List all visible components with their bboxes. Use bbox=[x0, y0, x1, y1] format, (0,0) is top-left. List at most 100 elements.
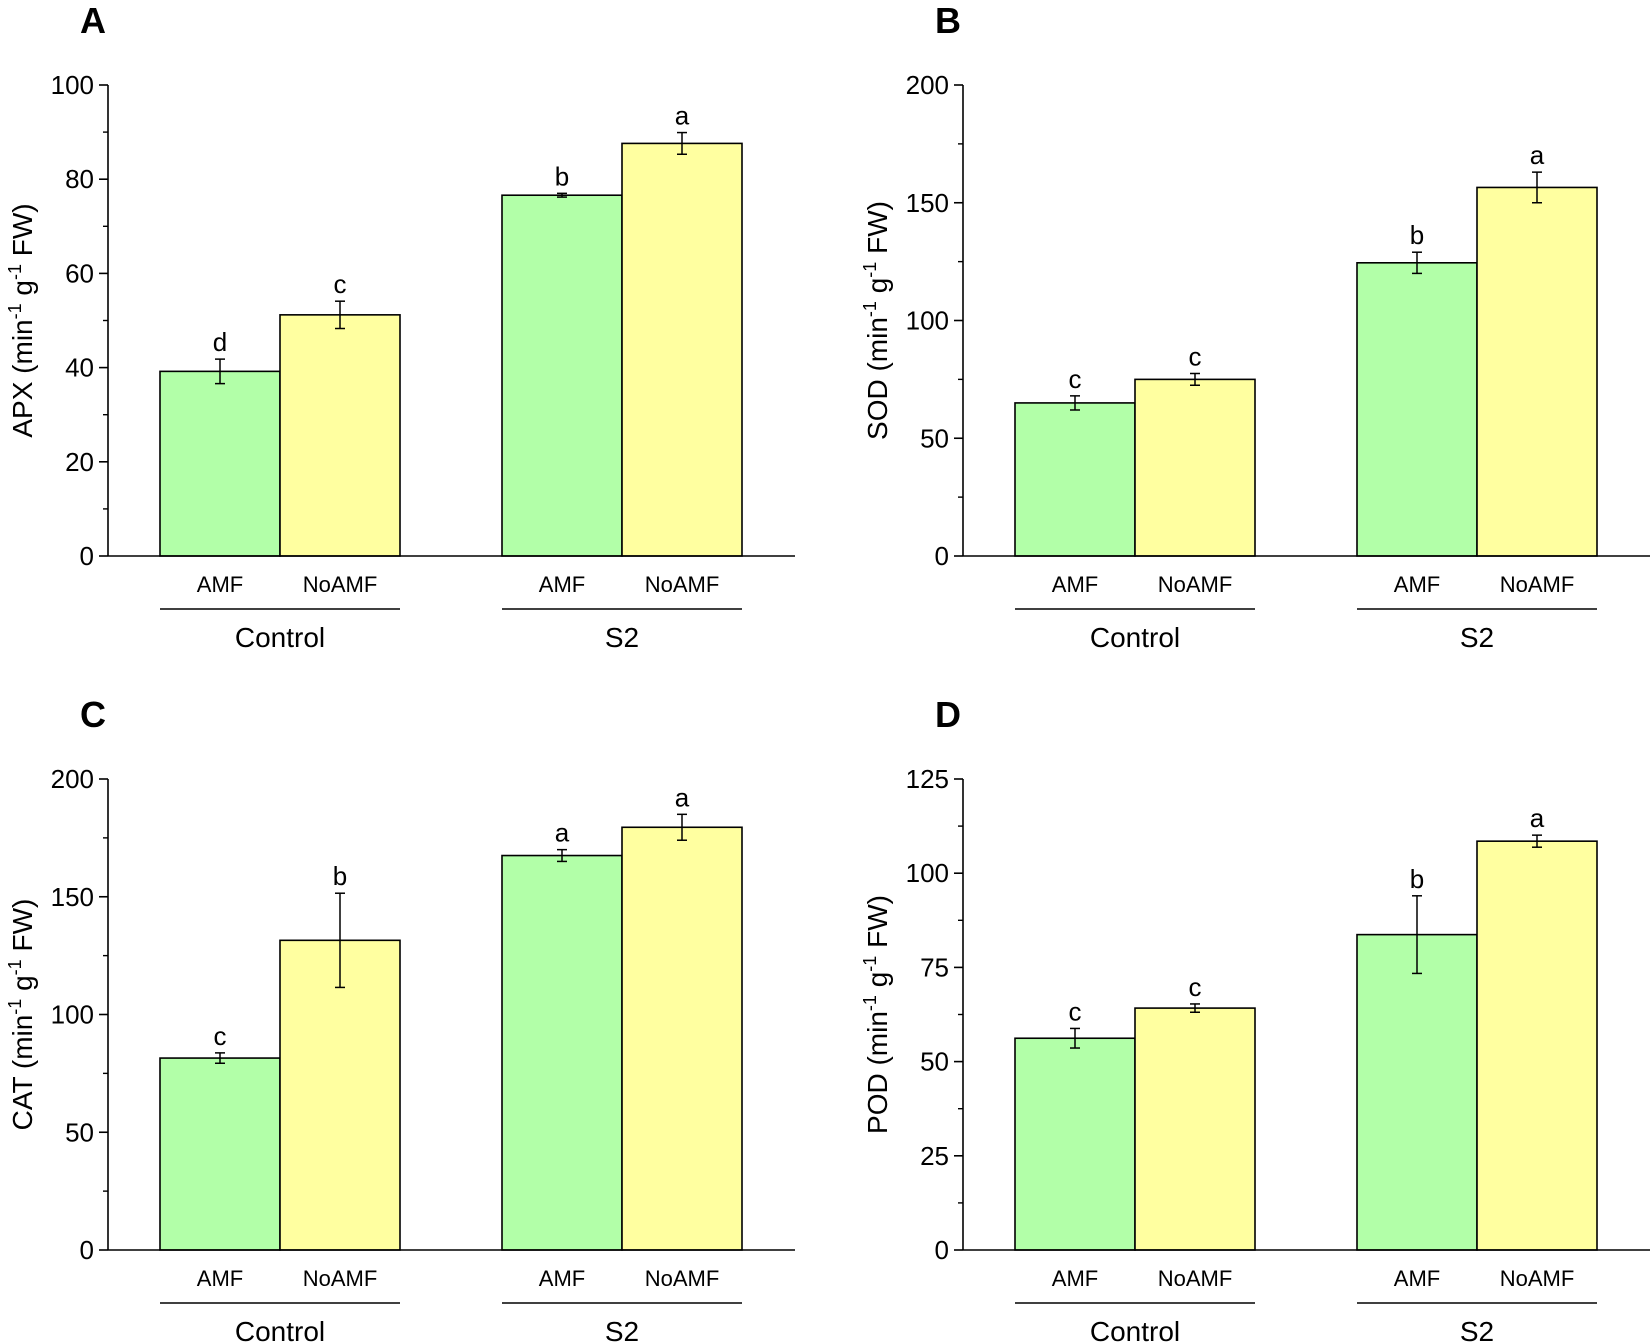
bar-amf-s2 bbox=[501, 854, 623, 1251]
category-label: AMF bbox=[1394, 1266, 1440, 1291]
significance-letter: b bbox=[333, 861, 347, 891]
significance-letter: a bbox=[1530, 140, 1545, 170]
panel-c: Cc a b a 0 50 100 150 200 CAT (min-1 g-1 FW) AMF No… bbox=[5, 694, 795, 1344]
y-tick-label: 50 bbox=[65, 1117, 94, 1147]
panel-d: Dc b c a 0 25 50 75 100 125 POD (min-1 g-1 FW) AMF N… bbox=[860, 694, 1650, 1344]
y-tick-label: 75 bbox=[920, 952, 949, 982]
error-bar bbox=[215, 1052, 225, 1064]
category-label: NoAMF bbox=[1500, 572, 1575, 597]
y-tick-label: 0 bbox=[935, 1235, 949, 1265]
group-label: S2 bbox=[1460, 1316, 1494, 1344]
category-label: NoAMF bbox=[1158, 1266, 1233, 1291]
panel-letter: D bbox=[935, 694, 961, 735]
significance-letter: c bbox=[1189, 972, 1202, 1002]
panel-letter: A bbox=[80, 0, 106, 41]
bar-amf-control bbox=[159, 1057, 281, 1251]
y-tick-label: 25 bbox=[920, 1141, 949, 1171]
group-label: S2 bbox=[1460, 622, 1494, 653]
category-label: AMF bbox=[197, 1266, 243, 1291]
significance-letter: d bbox=[213, 327, 227, 357]
category-label: AMF bbox=[1052, 572, 1098, 597]
group-label: Control bbox=[235, 622, 325, 653]
significance-letter: b bbox=[1410, 864, 1424, 894]
group-label: Control bbox=[1090, 622, 1180, 653]
bar-noamf-control bbox=[1134, 1007, 1256, 1251]
y-tick-label: 0 bbox=[80, 541, 94, 571]
y-axis-label: CAT (min-1 g-1 FW) bbox=[5, 899, 38, 1131]
y-tick-label: 150 bbox=[906, 188, 949, 218]
category-label: AMF bbox=[539, 1266, 585, 1291]
error-bar bbox=[1412, 895, 1422, 975]
category-label: NoAMF bbox=[303, 1266, 378, 1291]
bar-noamf-s2 bbox=[621, 142, 743, 557]
y-tick-label: 80 bbox=[65, 164, 94, 194]
error-bar bbox=[215, 358, 225, 385]
significance-letter: a bbox=[675, 101, 690, 131]
error-bar bbox=[1070, 1027, 1080, 1049]
y-tick-label: 150 bbox=[51, 882, 94, 912]
error-bar bbox=[1190, 1003, 1200, 1013]
bar-noamf-s2 bbox=[621, 826, 743, 1251]
significance-letter: b bbox=[555, 161, 569, 191]
bar-noamf-control bbox=[279, 314, 401, 557]
error-bar bbox=[335, 892, 345, 989]
y-tick-label: 20 bbox=[65, 447, 94, 477]
category-label: NoAMF bbox=[1158, 572, 1233, 597]
group-label: S2 bbox=[605, 622, 639, 653]
bar-amf-s2 bbox=[501, 194, 623, 557]
category-label: NoAMF bbox=[645, 572, 720, 597]
bar-amf-control bbox=[159, 370, 281, 557]
y-tick-label: 40 bbox=[65, 353, 94, 383]
group-label: Control bbox=[1090, 1316, 1180, 1344]
y-axis-label: SOD (min-1 g-1 FW) bbox=[860, 201, 893, 440]
y-axis-label: POD (min-1 g-1 FW) bbox=[860, 895, 893, 1134]
group-label: S2 bbox=[605, 1316, 639, 1344]
bar-noamf-s2 bbox=[1476, 840, 1598, 1251]
y-tick-label: 60 bbox=[65, 258, 94, 288]
significance-letter: a bbox=[675, 782, 690, 812]
significance-letter: b bbox=[1410, 220, 1424, 250]
category-label: NoAMF bbox=[303, 572, 378, 597]
y-tick-label: 100 bbox=[906, 306, 949, 336]
category-label: AMF bbox=[1394, 572, 1440, 597]
bar-noamf-control bbox=[1134, 378, 1256, 557]
significance-letter: c bbox=[1069, 364, 1082, 394]
y-tick-label: 50 bbox=[920, 423, 949, 453]
y-tick-label: 100 bbox=[906, 858, 949, 888]
y-tick-label: 200 bbox=[906, 70, 949, 100]
error-bar bbox=[1532, 171, 1542, 204]
significance-letter: c bbox=[214, 1021, 227, 1051]
error-bar bbox=[557, 848, 567, 863]
significance-letter: c bbox=[1069, 996, 1082, 1026]
error-bar bbox=[335, 300, 345, 330]
group-label: Control bbox=[235, 1316, 325, 1344]
panel-b: Bc b c a 0 50 100 150 200 SOD (min-1 g-1 FW) AMF No… bbox=[860, 0, 1650, 653]
bar-amf-control bbox=[1014, 402, 1136, 557]
panel-letter: C bbox=[80, 694, 106, 735]
y-tick-label: 200 bbox=[51, 764, 94, 794]
significance-letter: c bbox=[1189, 341, 1202, 371]
error-bar bbox=[1070, 395, 1080, 411]
bar-noamf-s2 bbox=[1476, 186, 1598, 557]
y-tick-label: 0 bbox=[935, 541, 949, 571]
category-label: AMF bbox=[1052, 1266, 1098, 1291]
panel-a: Ad b c a 0 20 40 60 80 100 APX (min-1 g-1 FW) AMF No… bbox=[5, 0, 795, 653]
bar-amf-control bbox=[1014, 1037, 1136, 1251]
error-bar bbox=[1532, 834, 1542, 848]
significance-letter: c bbox=[334, 269, 347, 299]
bar-noamf-control bbox=[279, 939, 401, 1251]
y-tick-label: 0 bbox=[80, 1235, 94, 1265]
category-label: NoAMF bbox=[645, 1266, 720, 1291]
error-bar bbox=[557, 192, 567, 198]
y-tick-label: 125 bbox=[906, 764, 949, 794]
significance-letter: a bbox=[555, 818, 570, 848]
bar-amf-s2 bbox=[1356, 933, 1478, 1251]
y-tick-label: 100 bbox=[51, 1000, 94, 1030]
error-bar bbox=[1412, 251, 1422, 275]
category-label: AMF bbox=[539, 572, 585, 597]
category-label: AMF bbox=[197, 572, 243, 597]
error-bar bbox=[1190, 372, 1200, 387]
y-tick-label: 100 bbox=[51, 70, 94, 100]
panel-letter: B bbox=[935, 0, 961, 41]
